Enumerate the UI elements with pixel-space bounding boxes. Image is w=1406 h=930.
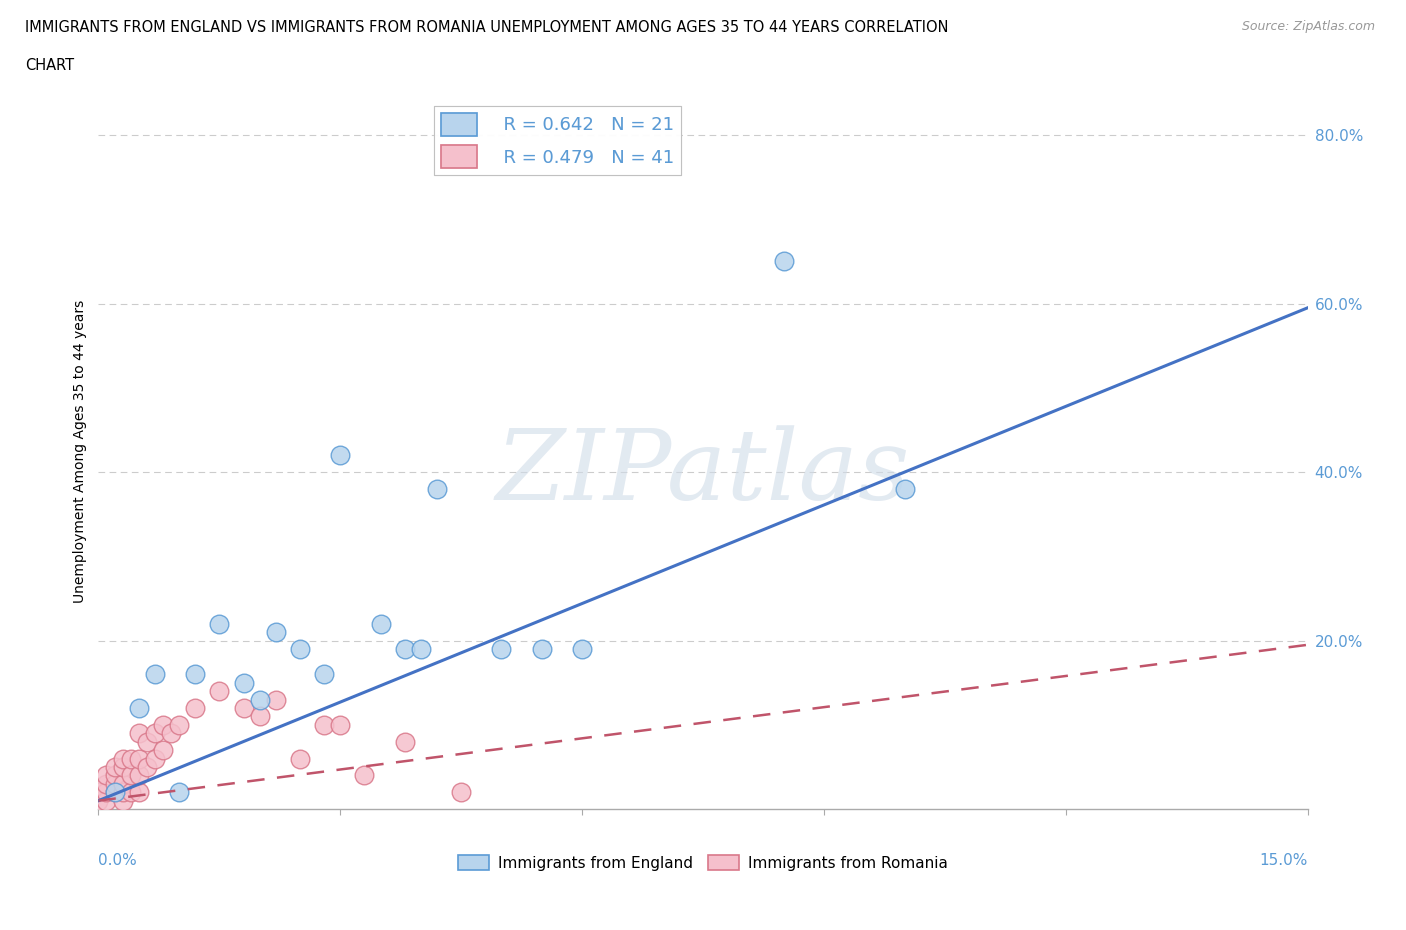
- Text: 15.0%: 15.0%: [1260, 853, 1308, 868]
- Point: [288, 642, 311, 657]
- Text: IMMIGRANTS FROM ENGLAND VS IMMIGRANTS FROM ROMANIA UNEMPLOYMENT AMONG AGES 35 TO: IMMIGRANTS FROM ENGLAND VS IMMIGRANTS FR…: [25, 20, 949, 35]
- Point: [370, 617, 392, 631]
- Point: [111, 751, 134, 766]
- Point: [128, 751, 150, 766]
- Point: [120, 785, 142, 800]
- Point: [111, 785, 134, 800]
- Point: [111, 793, 134, 808]
- Point: [87, 785, 110, 800]
- Point: [128, 785, 150, 800]
- Text: 0.0%: 0.0%: [98, 853, 138, 868]
- Point: [111, 777, 134, 791]
- Point: [530, 642, 553, 657]
- Point: [96, 785, 118, 800]
- Point: [103, 768, 125, 783]
- Point: [249, 692, 271, 707]
- Point: [128, 700, 150, 715]
- Point: [87, 793, 110, 808]
- Point: [893, 482, 915, 497]
- Point: [394, 735, 416, 750]
- Point: [103, 760, 125, 775]
- Text: CHART: CHART: [25, 58, 75, 73]
- Point: [143, 667, 166, 682]
- Point: [314, 717, 336, 732]
- Point: [120, 768, 142, 783]
- Point: [288, 751, 311, 766]
- Point: [264, 692, 287, 707]
- Point: [103, 785, 125, 800]
- Point: [103, 785, 125, 800]
- Point: [232, 700, 254, 715]
- Point: [426, 482, 449, 497]
- Point: [249, 709, 271, 724]
- Point: [353, 768, 375, 783]
- Point: [135, 760, 157, 775]
- Point: [571, 642, 593, 657]
- Point: [772, 254, 794, 269]
- Point: [264, 625, 287, 640]
- Point: [135, 735, 157, 750]
- Text: ZIPatlas: ZIPatlas: [496, 425, 910, 520]
- Point: [232, 675, 254, 690]
- Point: [160, 725, 183, 740]
- Point: [103, 777, 125, 791]
- Y-axis label: Unemployment Among Ages 35 to 44 years: Unemployment Among Ages 35 to 44 years: [73, 299, 87, 603]
- Point: [167, 785, 190, 800]
- Point: [111, 760, 134, 775]
- Point: [491, 642, 513, 657]
- Point: [314, 667, 336, 682]
- Point: [409, 642, 432, 657]
- Point: [167, 717, 190, 732]
- Text: Source: ZipAtlas.com: Source: ZipAtlas.com: [1241, 20, 1375, 33]
- Point: [152, 743, 174, 758]
- Point: [143, 725, 166, 740]
- Point: [329, 717, 352, 732]
- Point: [96, 777, 118, 791]
- Point: [184, 700, 207, 715]
- Point: [128, 768, 150, 783]
- Point: [450, 785, 472, 800]
- Point: [96, 768, 118, 783]
- Point: [208, 684, 231, 698]
- Point: [184, 667, 207, 682]
- Point: [96, 793, 118, 808]
- Point: [394, 642, 416, 657]
- Point: [329, 448, 352, 463]
- Point: [143, 751, 166, 766]
- Legend:   R = 0.642   N = 21,   R = 0.479   N = 41: R = 0.642 N = 21, R = 0.479 N = 41: [434, 106, 681, 176]
- Point: [208, 617, 231, 631]
- Point: [128, 725, 150, 740]
- Point: [152, 717, 174, 732]
- Point: [120, 751, 142, 766]
